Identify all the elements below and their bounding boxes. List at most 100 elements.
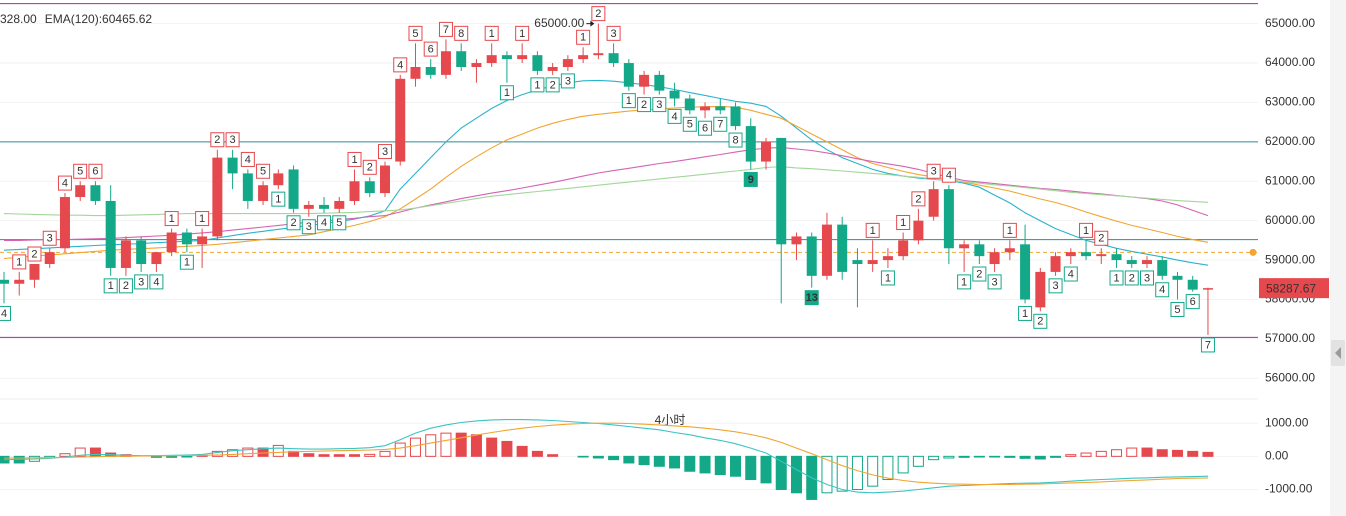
macd-bar — [1004, 455, 1016, 458]
candle-body — [1187, 279, 1198, 290]
ma-line — [4, 146, 1209, 241]
macd-bar — [501, 440, 513, 457]
td-box — [957, 274, 972, 290]
scroll-arrow[interactable] — [1335, 347, 1341, 359]
macd-bar — [242, 447, 254, 457]
candle-body — [1142, 260, 1152, 265]
td-count: 1 — [275, 194, 281, 206]
y-tick-label: 1000.00 — [1265, 415, 1309, 429]
macd-line — [3, 419, 1209, 494]
td-box — [134, 274, 149, 290]
candle-body — [639, 74, 650, 87]
macd-bar — [1171, 449, 1183, 457]
td-box — [240, 151, 255, 167]
td-box — [804, 290, 819, 306]
td-count: 7 — [1205, 339, 1211, 351]
candle-body — [928, 189, 939, 217]
td-count: 3 — [138, 276, 144, 288]
td-count: 2 — [290, 217, 296, 229]
candle-body — [562, 59, 573, 67]
td-box — [560, 73, 575, 89]
candle-body — [410, 66, 421, 79]
td-box — [1094, 230, 1109, 246]
candle-body — [821, 224, 832, 276]
macd-bar — [912, 455, 924, 467]
candle-body — [654, 74, 665, 91]
td-box — [713, 116, 728, 132]
candle-body — [501, 55, 512, 60]
candle-body — [227, 157, 238, 174]
td-box — [210, 132, 225, 148]
td-count: 3 — [382, 146, 388, 158]
macd-bar — [638, 455, 650, 466]
td-box — [972, 266, 987, 282]
td-box — [667, 108, 682, 124]
macd-bar — [1019, 455, 1031, 459]
td-box — [286, 215, 301, 231]
td-box — [484, 25, 499, 41]
td-box — [1002, 222, 1017, 238]
macd-bar — [150, 455, 162, 458]
candle-body — [974, 244, 985, 257]
td-count: 2 — [976, 268, 982, 280]
td-box — [911, 191, 926, 207]
candle-body — [364, 181, 375, 194]
td-box — [27, 246, 42, 262]
td-box — [317, 215, 332, 231]
macd-bar — [745, 455, 757, 481]
candle-body — [1126, 260, 1137, 265]
td-count: 9 — [748, 174, 754, 186]
td-count: 7 — [717, 119, 723, 131]
candle-body — [1004, 248, 1015, 253]
td-count: 3 — [611, 28, 617, 40]
macd-bar — [349, 454, 361, 457]
candle-body — [989, 252, 1000, 265]
td-box — [728, 132, 743, 148]
td-count: 2 — [31, 248, 37, 260]
td-count: 4 — [1, 308, 7, 320]
td-count: 6 — [428, 44, 434, 56]
td-count: 4 — [1159, 284, 1165, 296]
macd-bar — [272, 444, 284, 457]
macd-bar — [928, 455, 940, 461]
td-box — [880, 270, 895, 286]
td-box — [1048, 278, 1063, 294]
macd-bar — [973, 455, 985, 458]
candle-body — [120, 240, 131, 268]
ma-line — [3, 105, 1209, 260]
candle-body — [90, 185, 101, 201]
td-count: 4 — [321, 217, 327, 229]
td-count: 3 — [1144, 272, 1150, 284]
td-count: 3 — [1052, 280, 1058, 292]
candle-body — [700, 106, 711, 111]
last-price-box — [1259, 278, 1329, 299]
td-count: 1 — [504, 87, 510, 99]
macd-bar — [379, 450, 391, 457]
td-count: 5 — [336, 217, 342, 229]
y-tick-label: 59000.00 — [1265, 252, 1315, 266]
td-box — [164, 211, 179, 227]
td-box — [1124, 270, 1139, 286]
candle-body — [882, 256, 893, 261]
candle-body — [166, 232, 177, 253]
macd-bar — [897, 455, 909, 474]
macd-bar — [760, 455, 772, 484]
td-count: 3 — [565, 75, 571, 87]
td-box — [256, 163, 271, 179]
td-box — [0, 305, 11, 321]
candle-body — [303, 204, 314, 209]
macd-bar — [653, 455, 665, 467]
macd-line — [4, 422, 1209, 486]
candle-body — [258, 185, 269, 201]
candle-body — [440, 51, 451, 75]
candle-body — [136, 240, 147, 265]
macd-bar — [425, 434, 437, 457]
macd-bar — [1050, 455, 1062, 458]
macd-bar — [684, 455, 696, 472]
legend-entry: EMA(120):60465.62 — [45, 12, 153, 26]
macd-bar — [257, 447, 269, 457]
macd-bar — [1187, 450, 1199, 457]
candle-body — [334, 200, 345, 209]
candle-body — [14, 279, 25, 284]
td-count: 1 — [1022, 308, 1028, 320]
